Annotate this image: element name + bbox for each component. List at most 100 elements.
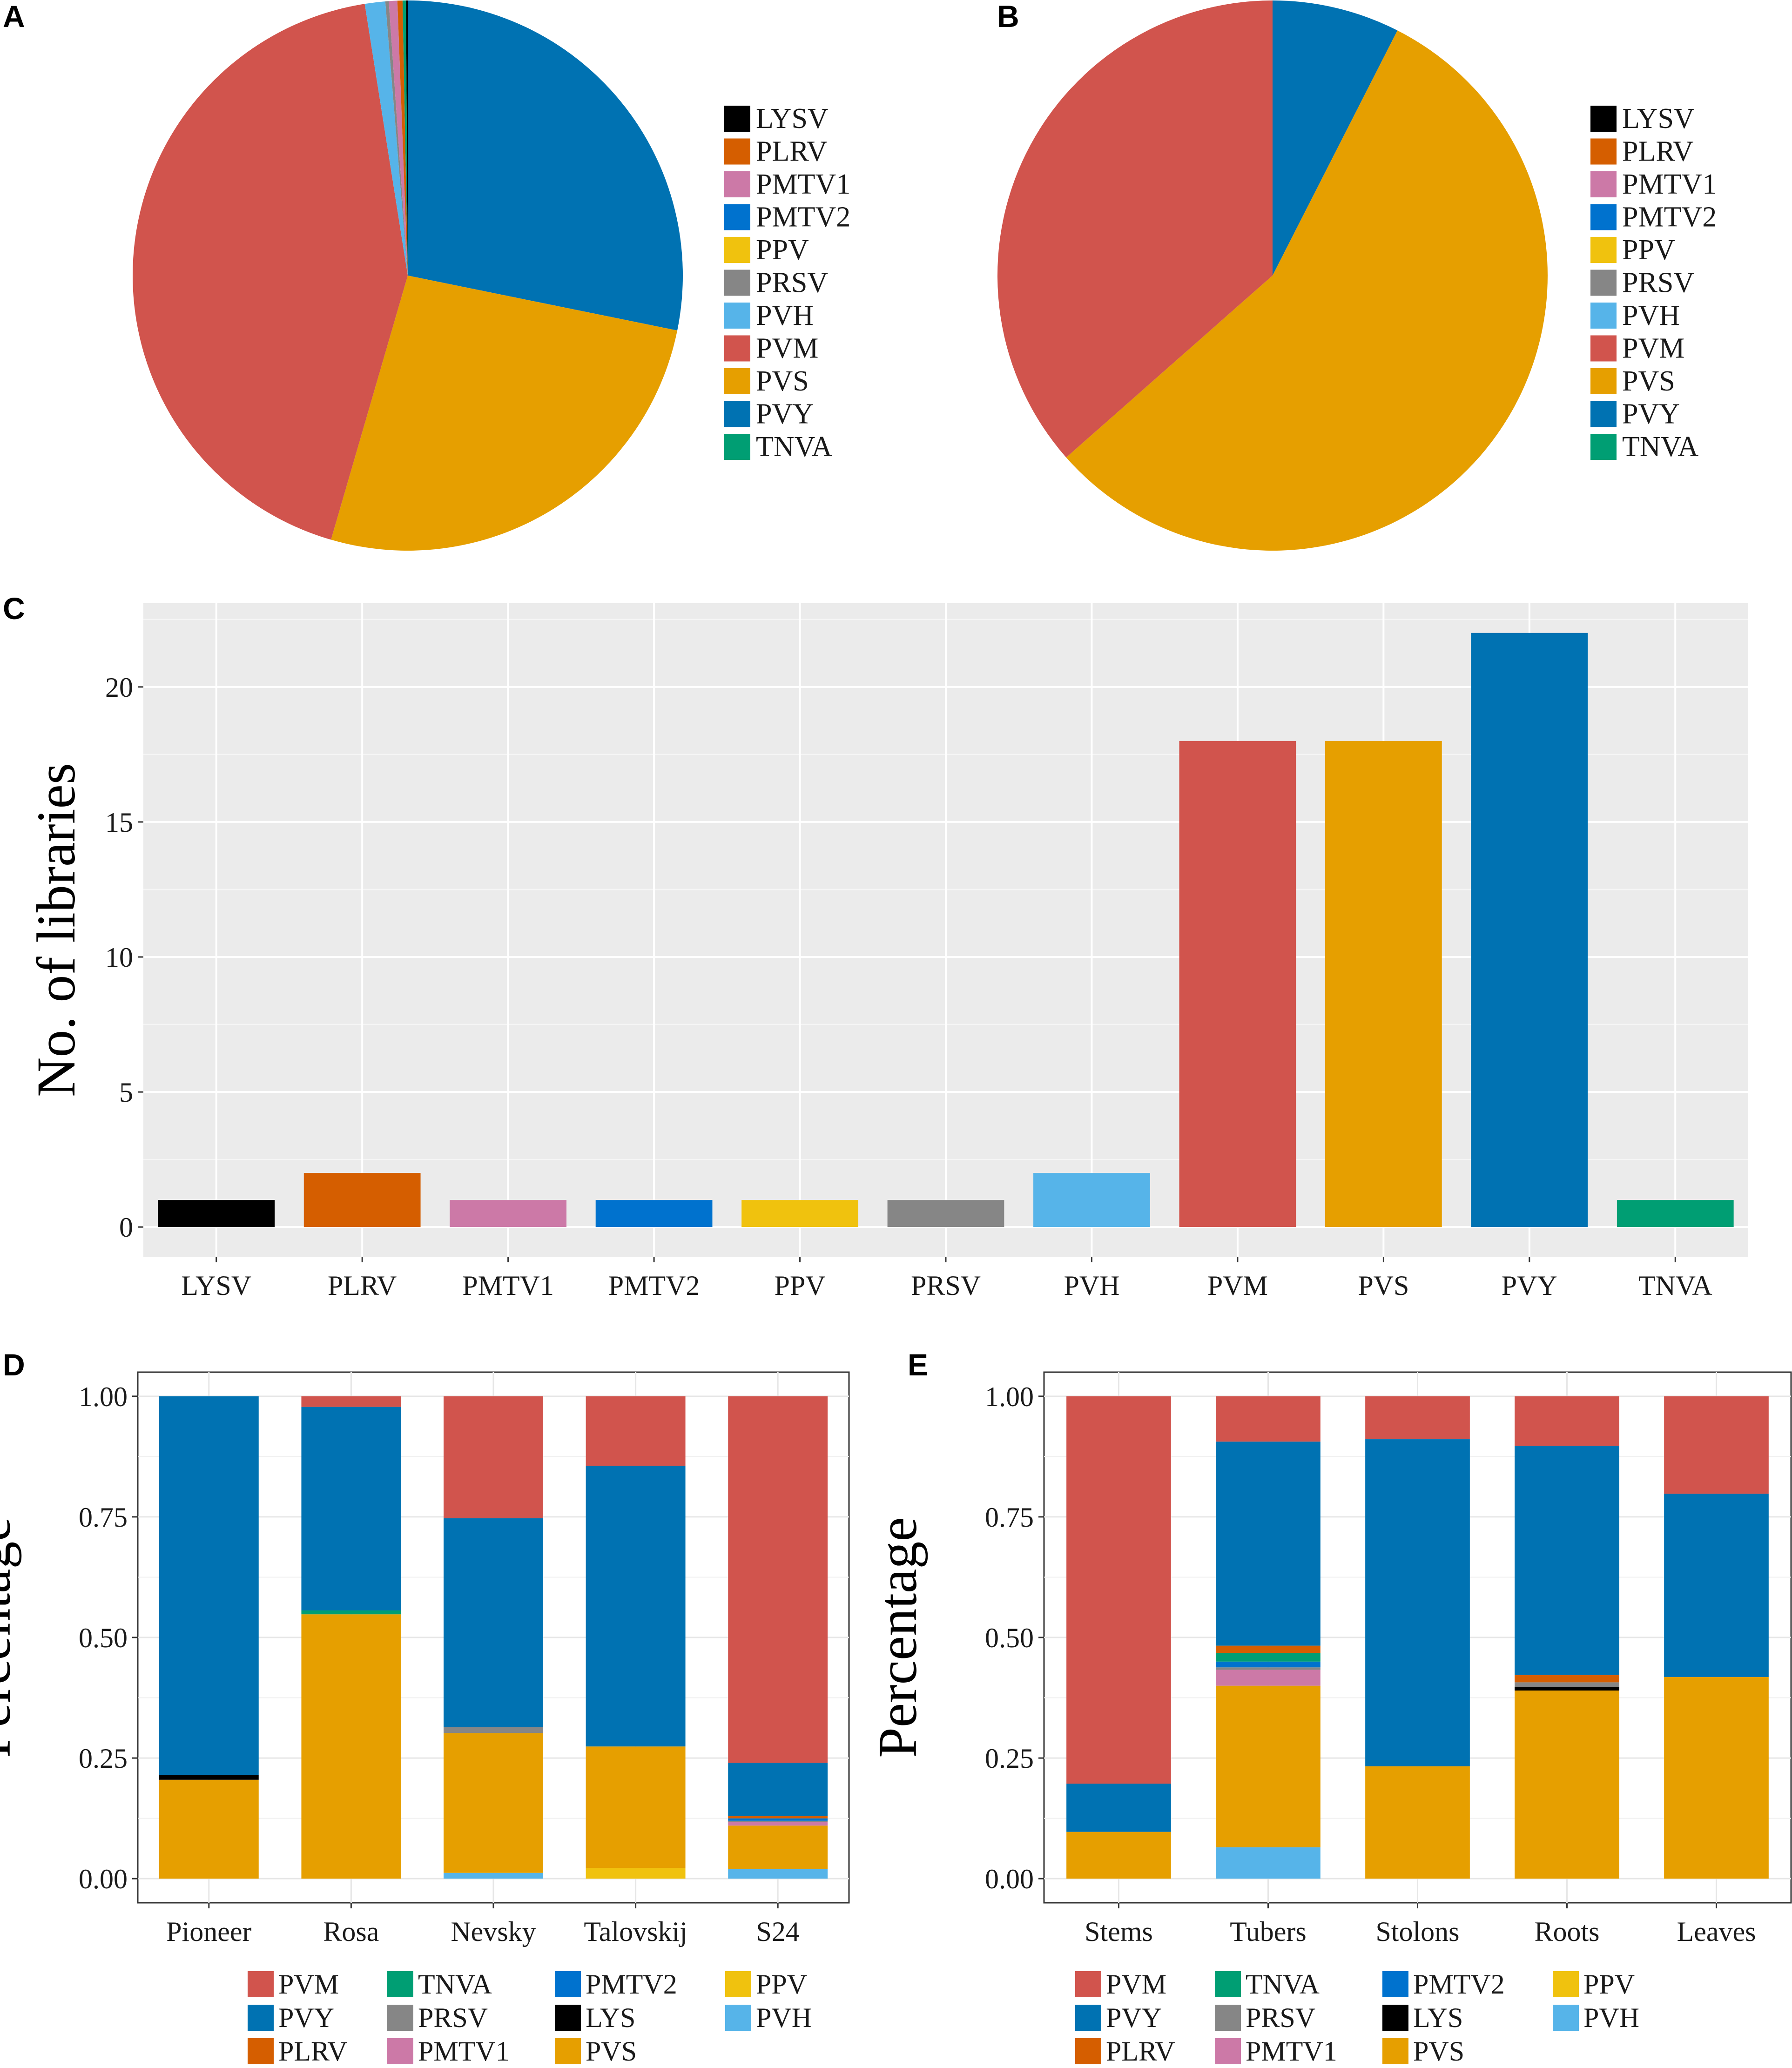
legend-label-pvy: PVY bbox=[1622, 398, 1680, 430]
legend-label-pmtv1: PMTV1 bbox=[1622, 168, 1717, 200]
pie-slice-pvm bbox=[997, 0, 1273, 458]
x-tick-label: Rosa bbox=[323, 1916, 379, 1947]
bar-segment-s24-pmtv1 bbox=[728, 1822, 828, 1826]
legend-label-lysv: LYSV bbox=[756, 103, 829, 135]
x-tick-label: PRSV bbox=[911, 1270, 981, 1301]
legend-key-pvs bbox=[724, 368, 750, 394]
legend-label-pvm: PVM bbox=[756, 333, 818, 364]
legend-key-plrv bbox=[248, 2038, 274, 2064]
legend-key-pvm bbox=[1590, 335, 1617, 362]
pie-slice-lysv bbox=[406, 0, 408, 276]
bar-tnva bbox=[1617, 1200, 1734, 1227]
bar-ppv bbox=[741, 1200, 858, 1227]
legend-key-pvy bbox=[248, 2005, 274, 2031]
bar-pmtv2 bbox=[595, 1200, 713, 1227]
bar-segment-tubers-pvh bbox=[1216, 1847, 1320, 1879]
bar-segment-talovskij-pvm bbox=[586, 1396, 686, 1466]
panel-letter-c: C bbox=[3, 591, 25, 626]
legend-label-pvs: PVS bbox=[586, 2036, 637, 2067]
legend-label-pvy: PVY bbox=[278, 2002, 334, 2033]
x-tick-label: Tubers bbox=[1230, 1916, 1307, 1947]
bar-segment-nevsky-pvh bbox=[444, 1873, 543, 1879]
legend-key-pvh bbox=[1553, 2005, 1579, 2031]
y-tick-label: 0.00 bbox=[985, 1864, 1034, 1894]
bar-segment-leaves-pvm bbox=[1664, 1396, 1769, 1494]
bar-segment-roots-pvs bbox=[1515, 1691, 1619, 1879]
stacked-bar-chart-d: 0.00 0.25 0.50 0.75 1.00 Pioneer Rosa Nevsky Tal… bbox=[0, 1371, 850, 1947]
legend-key-pmtv2 bbox=[555, 1971, 581, 1997]
legend-label-prsv: PRSV bbox=[1622, 267, 1694, 299]
legend-label-pvs: PVS bbox=[756, 365, 809, 397]
bar-segment-tubers-pvs bbox=[1216, 1685, 1320, 1847]
bar-segment-tubers-pvy bbox=[1216, 1442, 1320, 1646]
y-axis-title: Percentage bbox=[867, 1517, 928, 1758]
bar-segment-nevsky-pvm bbox=[444, 1396, 543, 1519]
legend-key-pvy bbox=[1590, 401, 1617, 427]
legend-key-pmtv1 bbox=[387, 2038, 413, 2064]
x-tick-label: PVH bbox=[1064, 1270, 1119, 1301]
legend-label-tnva: TNVA bbox=[418, 1969, 492, 2000]
legend-key-pvy bbox=[724, 401, 750, 427]
x-tick-label: Stems bbox=[1085, 1916, 1153, 1947]
legend-label-lys: LYS bbox=[586, 2002, 635, 2033]
legend-key-tnva bbox=[724, 434, 750, 460]
bar-pmtv1 bbox=[450, 1200, 567, 1227]
bar-segment-tubers-pmtv2 bbox=[1216, 1661, 1320, 1668]
legend-label-plrv: PLRV bbox=[756, 136, 828, 168]
legend-key-pvm bbox=[248, 1971, 274, 1997]
x-tick-label: PPV bbox=[775, 1270, 826, 1301]
x-tick-label: Stolons bbox=[1375, 1916, 1459, 1947]
x-tick-label: Talovskij bbox=[584, 1916, 687, 1947]
bar-segment-talovskij-ppv bbox=[586, 1868, 686, 1879]
legend-key-prsv bbox=[1215, 2005, 1241, 2031]
legend-label-lysv: LYSV bbox=[1622, 103, 1695, 135]
legend-key-tnva bbox=[1215, 1971, 1241, 1997]
legend-key-prsv bbox=[724, 269, 750, 296]
bar-pvy bbox=[1471, 633, 1588, 1227]
pie-slice-pvs bbox=[1066, 30, 1548, 551]
legend-key-plrv bbox=[724, 138, 750, 165]
legend-label-pmtv1: PMTV1 bbox=[418, 2036, 510, 2067]
bar-segment-pioneer-pvy bbox=[159, 1396, 259, 1775]
bar-segment-pioneer-pvs bbox=[159, 1779, 259, 1879]
bar-segment-rosa-pvm bbox=[301, 1396, 401, 1407]
bar-segment-stems-pvm bbox=[1066, 1396, 1171, 1784]
legend-key-pvh bbox=[724, 303, 750, 329]
bar-segment-roots-plrv bbox=[1515, 1675, 1619, 1683]
y-tick-label: 20 bbox=[105, 672, 133, 703]
legend-label-ppv: PPV bbox=[756, 234, 809, 266]
panel-letter-d: D bbox=[3, 1347, 25, 1382]
panel-letter-a: A bbox=[3, 0, 25, 34]
x-tick-label: Leaves bbox=[1677, 1916, 1756, 1947]
legend-key-pvh bbox=[1590, 303, 1617, 329]
bar-segment-tubers-pmtv1 bbox=[1216, 1670, 1320, 1686]
legend-key-pvy bbox=[1075, 2005, 1101, 2031]
bar-segment-s24-plrv bbox=[728, 1816, 828, 1819]
x-tick-label: PVY bbox=[1502, 1270, 1557, 1301]
pie-slice-pvy bbox=[408, 0, 683, 331]
legend-label-plrv: PLRV bbox=[1622, 136, 1694, 168]
legend-label-pmtv1: PMTV1 bbox=[1246, 2036, 1337, 2067]
legend-key-plrv bbox=[1590, 138, 1617, 165]
stacked-bar-chart-e: 0.00 0.25 0.50 0.75 1.00 Stems Tubers Stolons Ro… bbox=[867, 1371, 1792, 1947]
bar-segment-rosa-pvs bbox=[301, 1614, 401, 1879]
legend-label-pvh: PVH bbox=[1583, 2002, 1639, 2033]
legend-label-pvs: PVS bbox=[1413, 2036, 1464, 2067]
bar-pvm bbox=[1179, 741, 1296, 1227]
bar-segment-s24-pmtv2 bbox=[728, 1818, 828, 1821]
legend-a: LYSVPLRVPMTV1PMTV2PPVPRSVPVHPVMPVSPVYTNV… bbox=[724, 103, 850, 463]
x-tick-label: LYSV bbox=[181, 1270, 251, 1301]
legend-label-pvh: PVH bbox=[1622, 300, 1680, 331]
legend-key-ppv bbox=[1553, 1971, 1579, 1997]
y-tick-label: 5 bbox=[119, 1077, 133, 1108]
bar-segment-roots-prsv bbox=[1515, 1682, 1619, 1687]
legend-key-pvm bbox=[1075, 1971, 1101, 1997]
bar-segment-rosa-pvy bbox=[301, 1407, 401, 1610]
legend-label-pvm: PVM bbox=[1106, 1969, 1166, 2000]
legend-label-prsv: PRSV bbox=[418, 2002, 488, 2033]
legend-key-tnva bbox=[1590, 434, 1617, 460]
bar-segment-leaves-pvs bbox=[1664, 1677, 1769, 1879]
bar-segment-tubers-tnva bbox=[1216, 1653, 1320, 1662]
legend-label-pvs: PVS bbox=[1622, 365, 1675, 397]
bar-segment-stems-pvy bbox=[1066, 1784, 1171, 1832]
